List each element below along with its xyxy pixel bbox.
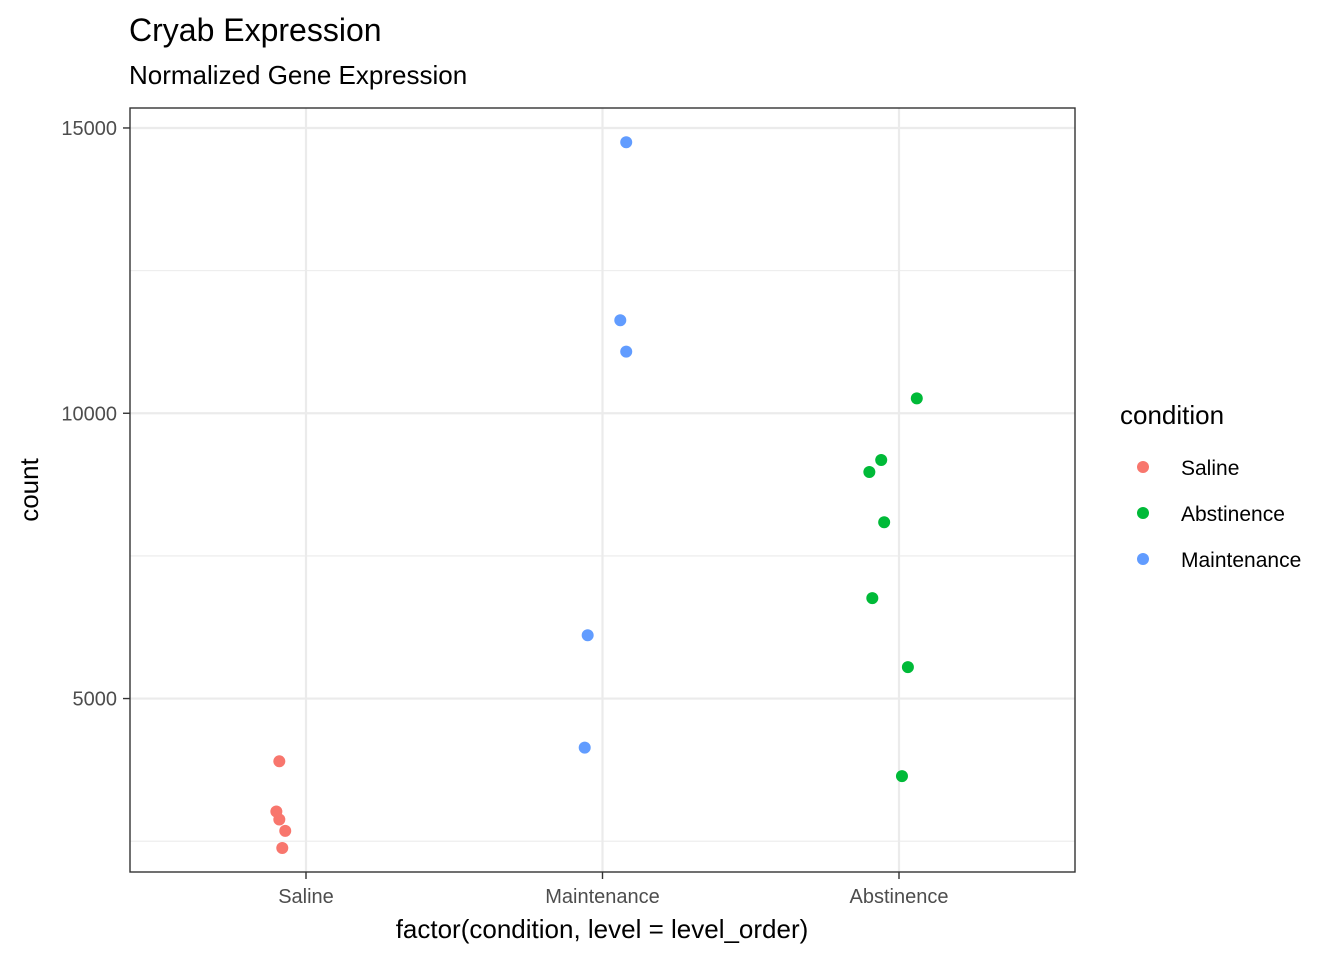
data-point	[875, 454, 888, 467]
grid-lines	[130, 108, 1075, 872]
y-axis-label: count	[14, 457, 44, 521]
data-point	[863, 466, 876, 479]
data-point	[901, 661, 914, 674]
data-point	[273, 755, 286, 768]
chart-title: Cryab Expression	[129, 12, 382, 48]
legend-label: Saline	[1181, 457, 1239, 480]
data-point	[578, 741, 591, 754]
y-axis: 5000 10000 15000	[61, 118, 130, 711]
legend-key	[1137, 461, 1149, 473]
legend-key	[1137, 507, 1149, 519]
data-point	[279, 824, 292, 837]
data-point	[910, 392, 923, 405]
chart-subtitle: Normalized Gene Expression	[129, 60, 467, 90]
y-tick-label: 15000	[61, 118, 117, 140]
x-axis: Saline Maintenance Abstinence	[278, 872, 948, 908]
x-tick-label: Abstinence	[850, 886, 949, 908]
legend-items: Saline Abstinence Maintenance	[1137, 457, 1301, 572]
data-point	[614, 314, 627, 327]
legend: condition Saline Abstinence Maintenance	[1120, 400, 1301, 572]
y-tick-label: 5000	[73, 689, 118, 711]
data-point	[866, 592, 879, 605]
x-tick-label: Saline	[278, 886, 334, 908]
legend-key	[1137, 553, 1149, 565]
data-point	[620, 136, 633, 149]
x-axis-label: factor(condition, level = level_order)	[396, 914, 809, 944]
legend-label: Abstinence	[1181, 503, 1285, 526]
data-points	[270, 136, 923, 855]
legend-title: condition	[1120, 400, 1224, 430]
data-point	[620, 345, 633, 358]
data-point	[581, 629, 594, 642]
data-point	[273, 813, 286, 826]
data-point	[878, 516, 891, 529]
data-point	[895, 770, 908, 783]
legend-label: Maintenance	[1181, 549, 1301, 572]
x-tick-label: Maintenance	[545, 886, 660, 908]
data-point	[276, 842, 289, 855]
y-tick-label: 10000	[61, 403, 117, 425]
